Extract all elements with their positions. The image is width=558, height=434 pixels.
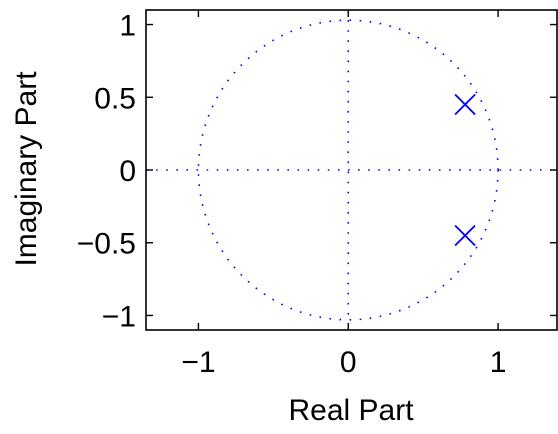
y-tick-label: 1 [119,10,136,43]
unit-circle [197,19,499,321]
y-axis-label: Imaginary Part [10,71,43,267]
y-tick-label: 0 [119,155,136,188]
x-axis-label: Real Part [288,394,414,427]
y-tick-label: −0.5 [77,228,136,261]
plot-area: −1 0 1 −1 −0.5 0 0.5 1 [77,9,558,379]
y-tick-label: −1 [102,300,136,333]
pole-marker [454,224,476,247]
pole-marker [454,93,476,116]
x-tick-label: −1 [181,346,215,379]
y-tick-label: 0.5 [94,82,136,115]
x-tick-label: 1 [490,346,507,379]
x-tick-label: 0 [340,346,357,379]
